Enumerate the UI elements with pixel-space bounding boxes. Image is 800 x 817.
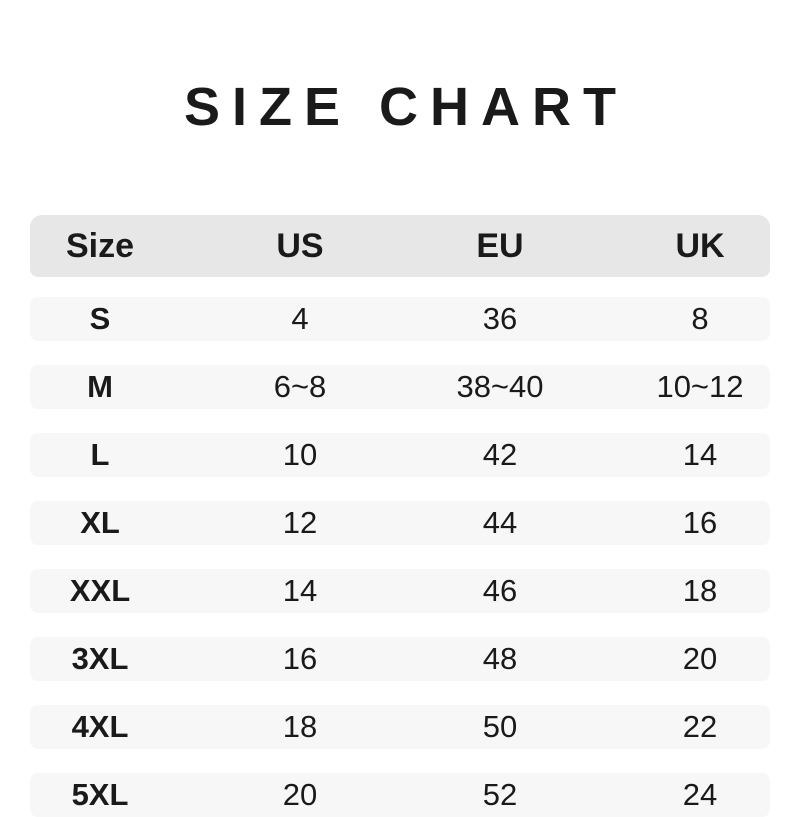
size-cell: XXL [69,573,131,609]
us-cell: 14 [282,573,318,609]
size-cell: S [89,301,111,337]
table-row: 5XL 20 52 24 [30,773,770,817]
us-cell: 18 [282,709,318,745]
eu-cell: 52 [482,777,518,813]
eu-cell: 42 [482,437,518,473]
uk-cell: 20 [682,641,718,677]
size-cell: M [87,369,113,405]
size-cell: XL [80,505,120,541]
us-cell: 12 [282,505,318,541]
size-cell: 3XL [71,641,129,677]
us-cell: 16 [282,641,318,677]
us-cell: 10 [282,437,318,473]
row-grid: M 6~8 38~40 10~12 [0,365,800,409]
row-grid: S 4 36 8 [0,297,800,341]
eu-cell: 50 [482,709,518,745]
size-chart-table: Size US EU UK S 4 36 8 M 6~8 38~40 10~12… [0,215,800,817]
row-grid: XL 12 44 16 [0,501,800,545]
size-cell: 4XL [71,709,129,745]
table-row: M 6~8 38~40 10~12 [30,365,770,410]
column-header-uk: UK [675,226,725,265]
header-grid: Size US EU UK [0,215,800,277]
eu-cell: 48 [482,641,518,677]
size-cell: L [90,437,110,473]
row-grid: 5XL 20 52 24 [0,773,800,817]
table-row: L 10 42 14 [30,433,770,478]
page-title: SIZE CHART [184,77,628,138]
row-grid: L 10 42 14 [0,433,800,477]
eu-cell: 46 [482,573,518,609]
column-header-size: Size [65,226,135,265]
uk-cell: 18 [682,573,718,609]
table-row: XXL 14 46 18 [30,569,770,614]
eu-cell: 36 [482,301,518,337]
uk-cell: 14 [682,437,718,473]
uk-cell: 10~12 [656,369,744,405]
uk-cell: 24 [682,777,718,813]
column-header-eu: EU [476,226,524,265]
row-grid: XXL 14 46 18 [0,569,800,613]
uk-cell: 16 [682,505,718,541]
table-row: S 4 36 8 [30,297,770,342]
eu-cell: 38~40 [456,369,544,405]
uk-cell: 8 [691,301,709,337]
us-cell: 6~8 [273,369,327,405]
title-wrap: SIZE CHART [0,0,800,174]
table-row: 4XL 18 50 22 [30,705,770,750]
row-grid: 4XL 18 50 22 [0,705,800,749]
table-row: 3XL 16 48 20 [30,637,770,682]
table-header-row: Size US EU UK [30,215,770,278]
table-row: XL 12 44 16 [30,501,770,546]
us-cell: 4 [291,301,309,337]
column-header-us: US [276,226,324,265]
eu-cell: 44 [482,505,518,541]
row-grid: 3XL 16 48 20 [0,637,800,681]
uk-cell: 22 [682,709,718,745]
size-cell: 5XL [71,777,129,813]
us-cell: 20 [282,777,318,813]
